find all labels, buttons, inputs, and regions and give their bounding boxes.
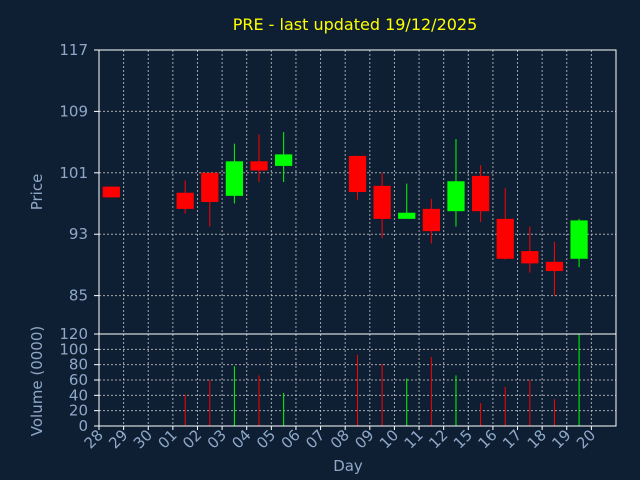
price-candles [102, 132, 588, 296]
volume-tick-label: 0 [78, 417, 88, 435]
volume-tick-label: 100 [59, 340, 88, 358]
candle-body-28 [102, 186, 120, 198]
day-tick-label: 03 [204, 426, 230, 452]
candle-body-08 [348, 155, 367, 192]
candle-body-17 [521, 251, 539, 264]
volume-tick-label: 20 [69, 402, 88, 420]
day-tick-labels: 2829300102030405060708091011121516171819… [81, 426, 599, 452]
day-tick-label: 29 [105, 426, 131, 452]
day-tick-label: 04 [228, 426, 254, 452]
price-tick-label: 93 [69, 225, 88, 243]
candle-body-05 [275, 154, 293, 166]
candle-body-19 [570, 220, 588, 259]
day-tick-label: 30 [130, 426, 156, 452]
panel-frames [98, 49, 617, 427]
day-tick-label: 12 [425, 426, 451, 452]
day-tick-label: 20 [573, 426, 599, 452]
volume-tick-label: 120 [59, 325, 88, 343]
day-tick-label: 18 [524, 426, 550, 452]
day-tick-label: 11 [401, 426, 427, 452]
volume-gridlines [94, 333, 616, 427]
day-tick-label: 10 [376, 426, 402, 452]
day-tick-label: 08 [327, 426, 353, 452]
candle-body-01 [176, 192, 194, 209]
candle-body-04 [250, 161, 268, 171]
volume-axis-label: Volume (0000) [28, 326, 46, 436]
volume-tick-label: 40 [69, 386, 88, 404]
day-tick-label: 17 [499, 426, 525, 452]
candle-body-10 [398, 212, 416, 219]
day-tick-label: 19 [548, 426, 574, 452]
day-tick-label: 01 [154, 426, 180, 452]
volume-tick-label: 60 [69, 371, 88, 389]
price-tick-label: 117 [59, 41, 88, 59]
volume-bars [184, 334, 580, 426]
day-tick-label: 05 [253, 426, 279, 452]
price-tick-labels: 85 93 101 109 117 [59, 41, 88, 305]
price-tick-label: 109 [59, 102, 88, 120]
candle-body-15 [471, 175, 490, 212]
price-axis-label: Price [28, 174, 46, 211]
x-axis-label: Day [333, 457, 363, 475]
price-gridlines [94, 49, 616, 334]
chart-title: PRE - last updated 19/12/2025 [233, 15, 478, 34]
day-tick-label: 07 [302, 426, 328, 452]
candle-body-12 [447, 181, 465, 212]
candle-body-09 [373, 185, 391, 219]
volume-tick-label: 80 [69, 356, 88, 374]
candle-body-03 [225, 161, 244, 196]
day-tick-label: 15 [450, 426, 476, 452]
candle-body-02 [201, 172, 219, 202]
day-tick-label: 09 [351, 426, 377, 452]
day-tick-label: 06 [278, 426, 304, 452]
candle-body-16 [496, 218, 514, 259]
volume-panel-frame [98, 333, 617, 427]
price-tick-label: 85 [69, 287, 88, 305]
price-tick-label: 101 [59, 164, 88, 182]
day-tick-label: 16 [475, 426, 501, 452]
day-tick-label: 02 [179, 426, 205, 452]
candle-body-11 [422, 208, 440, 232]
candle-body-18 [545, 261, 564, 272]
